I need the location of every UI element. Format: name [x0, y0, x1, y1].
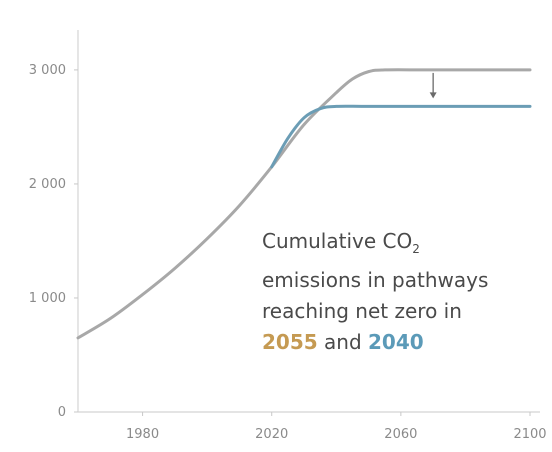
y-tick-label: 0 — [58, 405, 66, 420]
y-ticks: 0 1 000 2 000 3 000 — [29, 63, 78, 420]
y-tick-label: 1 000 — [29, 291, 66, 306]
reduction-arrow — [429, 72, 437, 99]
annotation-subscript: 2 — [412, 242, 420, 256]
annotation-line3: reaching net zero in — [262, 299, 462, 323]
chart-annotation: Cumulative CO2 emissions in pathways rea… — [262, 226, 552, 358]
x-tick-label: 2020 — [255, 427, 288, 442]
series-2040-line — [270, 104, 532, 169]
annotation-connector: and — [317, 330, 369, 354]
series-2055-line — [76, 68, 532, 340]
arrow-head — [429, 92, 437, 99]
x-tick-label: 2060 — [384, 427, 417, 442]
annotation-line1: Cumulative CO — [262, 229, 413, 253]
y-tick-label: 3 000 — [29, 63, 66, 78]
x-tick-label: 1980 — [126, 427, 159, 442]
annotation-line2: emissions in pathways — [262, 268, 489, 292]
x-tick-label: 2100 — [513, 427, 546, 442]
y-tick-label: 2 000 — [29, 177, 66, 192]
x-ticks: 1980 2020 2060 2100 — [126, 412, 547, 442]
annotation-year-2055: 2055 — [262, 330, 318, 354]
series-layer — [76, 68, 532, 340]
annotation-year-2040: 2040 — [368, 330, 424, 354]
